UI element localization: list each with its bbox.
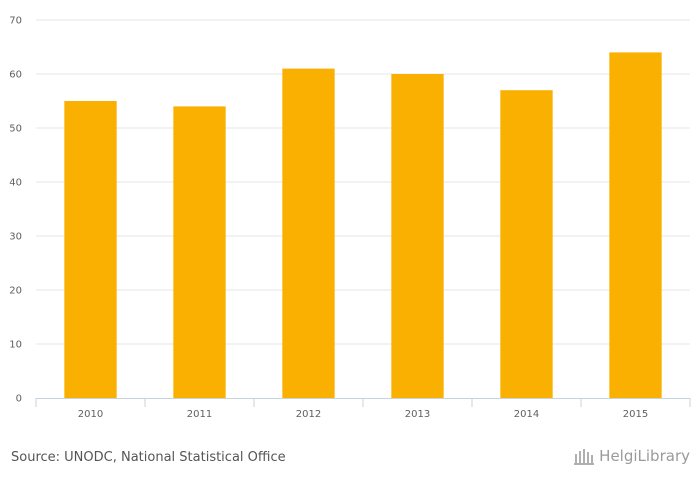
source-note: Source: UNODC, National Statistical Offi… [11,450,286,465]
bar-2011[interactable] [173,106,226,399]
bar-2013[interactable] [391,74,444,398]
y-tick-label: 50 [9,124,22,135]
x-axis [35,398,691,407]
y-tick-label: 30 [9,232,22,243]
x-tick-label: 2014 [514,409,539,420]
bar-chart: 0 10 20 30 40 50 60 70 2010 2011 2012 2013 2014 2015 [9,16,691,420]
y-tick-label: 70 [9,16,22,27]
library-building-icon [574,449,595,465]
bar-2012[interactable] [282,68,335,398]
y-axis-ticks: 0 10 20 30 40 50 60 70 [9,16,22,405]
x-tick-label: 2011 [187,409,212,420]
x-tick-label: 2015 [623,409,648,420]
bars [64,52,662,399]
x-axis-ticks: 2010 2011 2012 2013 2014 2015 [78,409,648,420]
y-tick-label: 0 [16,394,22,405]
bar-2015[interactable] [609,52,662,399]
y-tick-label: 40 [9,178,22,189]
x-tick-label: 2010 [78,409,103,420]
logo-text: HelgiLibrary [599,447,690,465]
y-tick-label: 10 [9,340,22,351]
bar-2014[interactable] [500,90,553,398]
y-tick-label: 60 [9,70,22,81]
x-tick-label: 2013 [405,409,430,420]
x-tick-label: 2012 [296,409,321,420]
gridlines [36,19,690,345]
helgi-library-logo[interactable]: HelgiLibrary [573,447,690,465]
y-tick-label: 20 [9,286,22,297]
bar-2010[interactable] [64,101,117,398]
